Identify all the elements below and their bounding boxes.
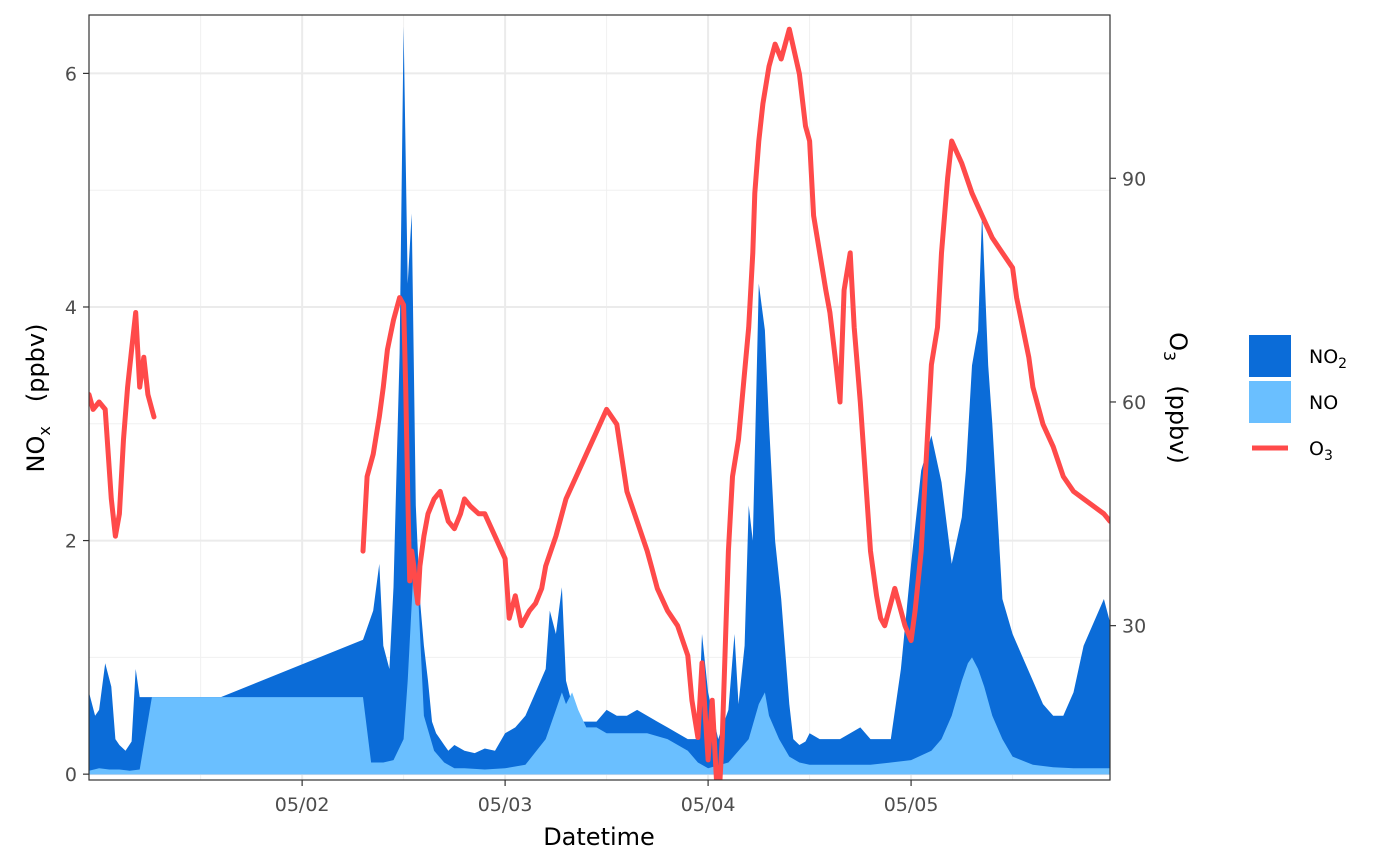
o3-line-segment xyxy=(89,310,157,539)
right-axis-title-sub: 3 xyxy=(1160,351,1179,361)
legend-label-no2: NO2 xyxy=(1309,346,1347,372)
left-tick-label: 0 xyxy=(65,764,77,786)
bottom-tick-label: 05/03 xyxy=(478,794,533,816)
right-axis: 30 60 90 xyxy=(1110,168,1146,638)
right-axis-title: O3 (ppbv) xyxy=(1160,332,1192,464)
legend-label-o3: O3 xyxy=(1309,438,1333,464)
right-tick-label: 60 xyxy=(1122,392,1146,414)
bottom-tick-label: 05/04 xyxy=(681,794,736,816)
legend-label-no: NO xyxy=(1309,392,1338,414)
left-axis-title-sub: x xyxy=(35,426,54,435)
right-axis-title-main: O xyxy=(1164,332,1192,351)
legend-label-subscript: 2 xyxy=(1338,356,1347,372)
legend-label-subscript: 3 xyxy=(1324,448,1333,464)
o3-line-group xyxy=(89,26,1110,780)
left-tick-label: 6 xyxy=(65,63,77,85)
major-gridlines xyxy=(89,15,1110,780)
no-area xyxy=(89,563,1110,775)
legend-key-no2 xyxy=(1249,335,1291,377)
bottom-tick-label: 05/05 xyxy=(884,794,939,816)
left-tick-label: 4 xyxy=(65,297,77,319)
legend-label-main: O xyxy=(1309,438,1324,460)
left-axis-title-unit: (ppbv) xyxy=(22,324,50,403)
bottom-axis: 05/02 05/03 05/04 05/05 xyxy=(275,780,939,816)
right-axis-title-unit: (ppbv) xyxy=(1164,385,1192,464)
bottom-tick-label: 05/02 xyxy=(275,794,330,816)
x-axis-title: Datetime xyxy=(543,823,655,851)
left-tick-label: 2 xyxy=(65,531,77,553)
right-tick-label: 90 xyxy=(1122,168,1146,190)
left-axis-title-main: NO xyxy=(22,436,50,473)
o3-line-segment xyxy=(360,26,1110,780)
plot-panel-border xyxy=(88,14,1111,781)
legend-label-main: NO xyxy=(1309,346,1338,368)
left-axis-title: NOx (ppbv) xyxy=(22,324,54,473)
legend-label-main: NO xyxy=(1309,392,1338,414)
legend-key-no xyxy=(1249,381,1291,423)
left-axis: 0 2 4 6 xyxy=(65,63,89,786)
right-tick-label: 30 xyxy=(1122,616,1146,638)
